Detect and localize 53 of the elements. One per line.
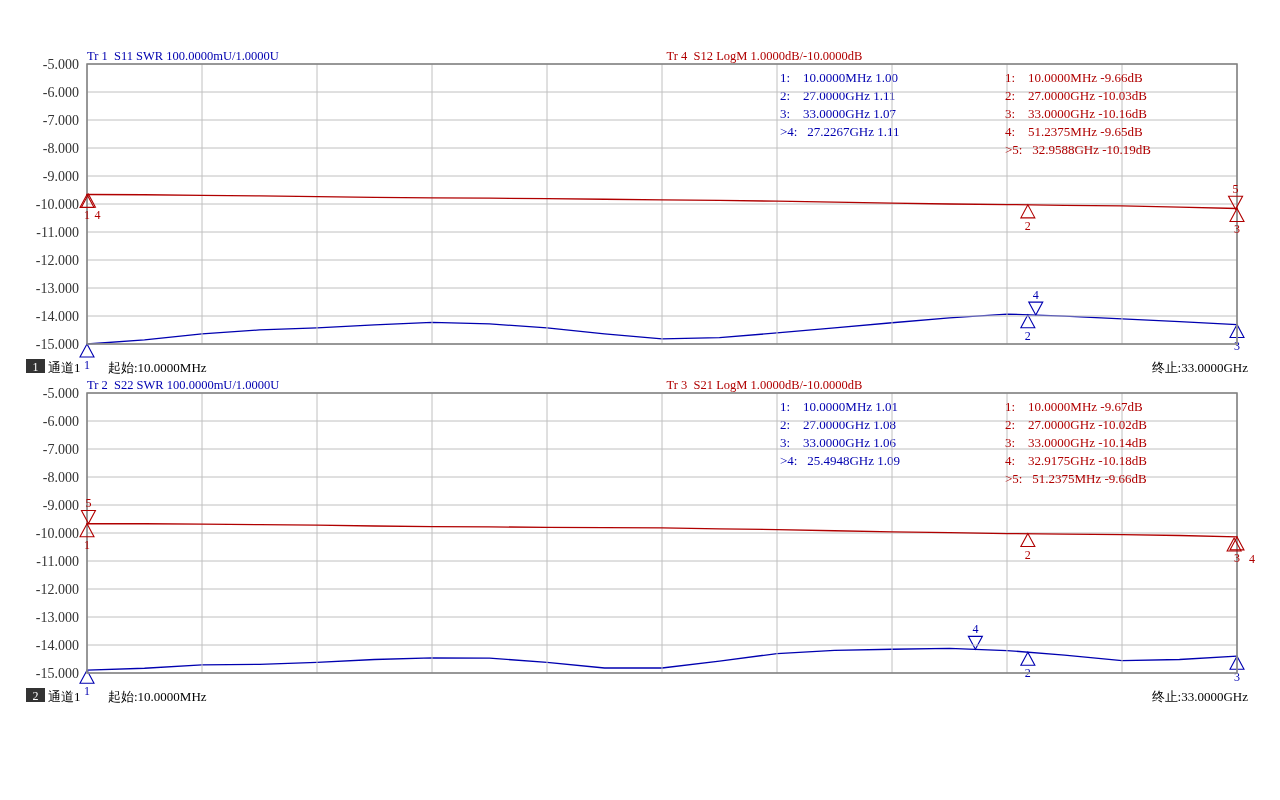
y-tick-label: -9.000 (42, 498, 79, 513)
y-tick-label: -7.000 (42, 442, 79, 457)
y-tick-label: -11.000 (36, 225, 79, 240)
y-tick-label: -7.000 (42, 113, 79, 128)
y-tick-label: -15.000 (35, 337, 79, 352)
annotation: 3 (1234, 222, 1240, 237)
annotation: 2 (1024, 547, 1031, 562)
text: 起始:10.0000MHz (108, 360, 207, 375)
y-tick-label: -12.000 (35, 253, 79, 268)
annotation: 2 (1024, 218, 1031, 233)
text: Tr 3 S21 LogM 1.0000dB/-10.0000dB (666, 378, 863, 392)
text: 1: 10.0000MHz 1.01 2: 27.0000GHz 1.08 3: 33.0000GHz 1.06 >4: 25.4948GHz 1.09 (780, 399, 900, 468)
text: 1 (32, 360, 39, 374)
text: 通道1 (48, 360, 81, 375)
y-tick-label: -12.000 (35, 582, 79, 597)
text: 终止:33.0000GHz (1151, 689, 1249, 704)
text: 起始:10.0000MHz (108, 689, 207, 704)
annotation: 1 (84, 537, 90, 552)
y-tick-label: -13.000 (35, 281, 79, 296)
annotation: 1 (84, 208, 90, 223)
text: 1: 10.0000MHz 1.00 2: 27.0000GHz 1.11 3: 33.0000GHz 1.07 >4: 27.2267GHz 1.11 (780, 70, 900, 139)
text: Tr 4 S12 LogM 1.0000dB/-10.0000dB (666, 49, 863, 63)
y-tick-label: -10.000 (35, 526, 79, 541)
annotation: 2 (1024, 666, 1031, 681)
y-tick-label: -6.000 (42, 414, 79, 429)
text: 1: 10.0000MHz -9.66dB 2: 27.0000GHz -10.03dB 3: 33.0000GHz -10.16dB 4: 51.2375MHz -9.65dB >5: 32.9588GHz -10.19dB (1005, 70, 1151, 157)
annotation: 5 (1232, 182, 1239, 197)
y-tick-label: -13.000 (35, 610, 79, 625)
annotation: 4 (1032, 288, 1039, 303)
annotation: 4 (94, 208, 101, 223)
annotation: 3 (1234, 338, 1240, 353)
annotation: 2 (1024, 328, 1031, 343)
text: 1: 10.0000MHz -9.67dB 2: 27.0000GHz -10.02dB 3: 33.0000GHz -10.14dB 4: 32.9175GHz -10.18dB >5: 51.2375MHz -9.66dB (1005, 399, 1147, 486)
annotation: 4 (972, 622, 979, 637)
y-tick-label: -6.000 (42, 85, 79, 100)
text: Tr 1 S11 SWR 100.0000mU/1.0000U (87, 49, 279, 63)
y-tick-label: -5.000 (42, 386, 79, 401)
text: 终止:33.0000GHz (1151, 360, 1249, 375)
y-tick-label: -15.000 (35, 666, 79, 681)
annotation: 5 (85, 496, 92, 511)
y-tick-label: -8.000 (42, 141, 79, 156)
text: 2 (32, 689, 39, 703)
y-tick-label: -5.000 (42, 57, 79, 72)
y-tick-label: -11.000 (36, 554, 79, 569)
text: 通道1 (48, 689, 81, 704)
text: Tr 2 S22 SWR 100.0000mU/1.0000U (87, 378, 280, 392)
y-tick-label: -14.000 (35, 309, 79, 324)
y-tick-label: -8.000 (42, 470, 79, 485)
annotation: 3 (1234, 550, 1240, 565)
y-tick-label: -9.000 (42, 169, 79, 184)
annotation: 3 (1234, 670, 1240, 685)
y-tick-label: -10.000 (35, 197, 79, 212)
y-tick-label: -14.000 (35, 638, 79, 653)
